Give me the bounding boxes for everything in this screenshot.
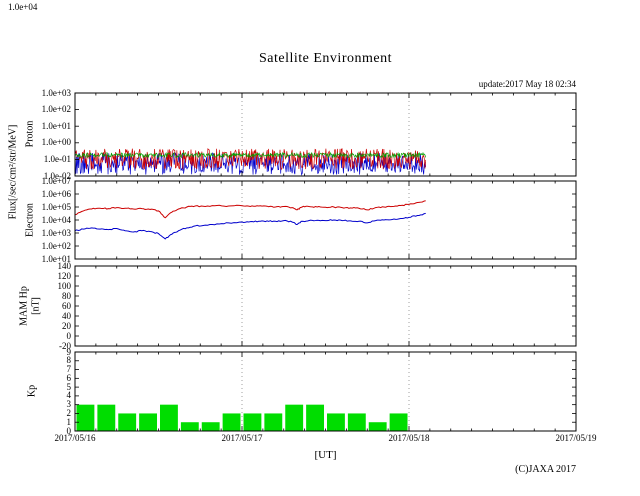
- y-tick-label: 1.0e+01: [41, 253, 71, 264]
- y-tick-label: 7: [66, 364, 72, 375]
- y-tick-label: -20: [59, 340, 71, 351]
- kp-bar: [327, 413, 345, 431]
- kp-bar: [160, 404, 178, 431]
- y-tick-label: 40: [62, 310, 71, 321]
- kp-bar: [118, 413, 137, 431]
- kp-bar: [368, 422, 387, 431]
- cropped-y-tick-label: 1.0e+04: [8, 2, 38, 12]
- electron-blue-trace: [74, 212, 426, 240]
- y-tick-label: 6: [66, 372, 72, 383]
- kp-bar: [180, 422, 199, 431]
- y-tick-label: 140: [57, 260, 72, 271]
- y-tick-label: 1.0e-01: [43, 153, 71, 164]
- y-tick-label: 60: [62, 300, 71, 311]
- y-tick-label: 120: [57, 270, 72, 281]
- kp-bar: [306, 404, 325, 431]
- y-tick-label: 8: [66, 355, 72, 366]
- kp-bar: [222, 413, 241, 431]
- y-tick-label: 1.0e+06: [41, 188, 71, 199]
- proton-green-trace: [74, 151, 427, 159]
- y-tick-label: 1.0e+02: [41, 104, 71, 115]
- kp-bar: [264, 413, 283, 431]
- electron-panel-box: [74, 180, 577, 260]
- kp-bar: [285, 404, 304, 431]
- y-tick-label: 3: [66, 399, 72, 410]
- y-tick-label: 1.0e-02: [43, 170, 71, 181]
- copyright-label: (C)JAXA 2017: [515, 464, 576, 475]
- page-title: Satellite Environment: [259, 51, 392, 66]
- electron-red-trace: [74, 200, 426, 219]
- x-tick-label: 2017/05/16: [54, 433, 96, 443]
- x-axis-unit-label: [UT]: [314, 449, 337, 461]
- kp-bar: [347, 413, 366, 431]
- y-tick-label: 9: [66, 346, 72, 357]
- y-tick-label: 1.0e+02: [41, 240, 71, 251]
- x-tick-label: 2017/05/17: [221, 433, 263, 443]
- kp-bar: [201, 422, 220, 431]
- y-tick-label: 1.0e+03: [41, 87, 71, 98]
- proton-red-trace: [74, 148, 427, 171]
- y-tick-label: 1.0e+07: [41, 175, 71, 186]
- y-tick-label: 1.0e+05: [41, 201, 71, 212]
- kp-bar: [76, 404, 95, 431]
- y-tick-label: 20: [62, 320, 71, 331]
- y-tick-label: 0: [66, 425, 72, 436]
- x-tick-label: 2017/05/18: [388, 433, 430, 443]
- y-tick-label: 1: [66, 416, 72, 427]
- y-tick-label: 0: [66, 330, 72, 341]
- y-tick-label: 80: [62, 290, 71, 301]
- x-tick-label: 2017/05/19: [555, 433, 597, 443]
- kp-bar: [243, 413, 262, 431]
- kp-bar: [389, 413, 408, 431]
- y-tick-label: 1.0e+01: [41, 120, 71, 131]
- y-tick-label: 100: [57, 280, 72, 291]
- kp-bar: [97, 404, 116, 431]
- mam-hp-panel-box: [74, 265, 577, 347]
- y-tick-label: 1.0e+03: [41, 227, 71, 238]
- y-tick-label: 1.0e+00: [41, 137, 71, 148]
- y-tick-label: 1.0e+04: [41, 214, 71, 225]
- y-tick-label: 5: [66, 381, 72, 392]
- kp-bar: [139, 413, 158, 431]
- y-tick-label: 2: [66, 407, 72, 418]
- update-timestamp: update:2017 May 18 02:34: [478, 79, 576, 89]
- y-tick-label: 4: [66, 390, 72, 401]
